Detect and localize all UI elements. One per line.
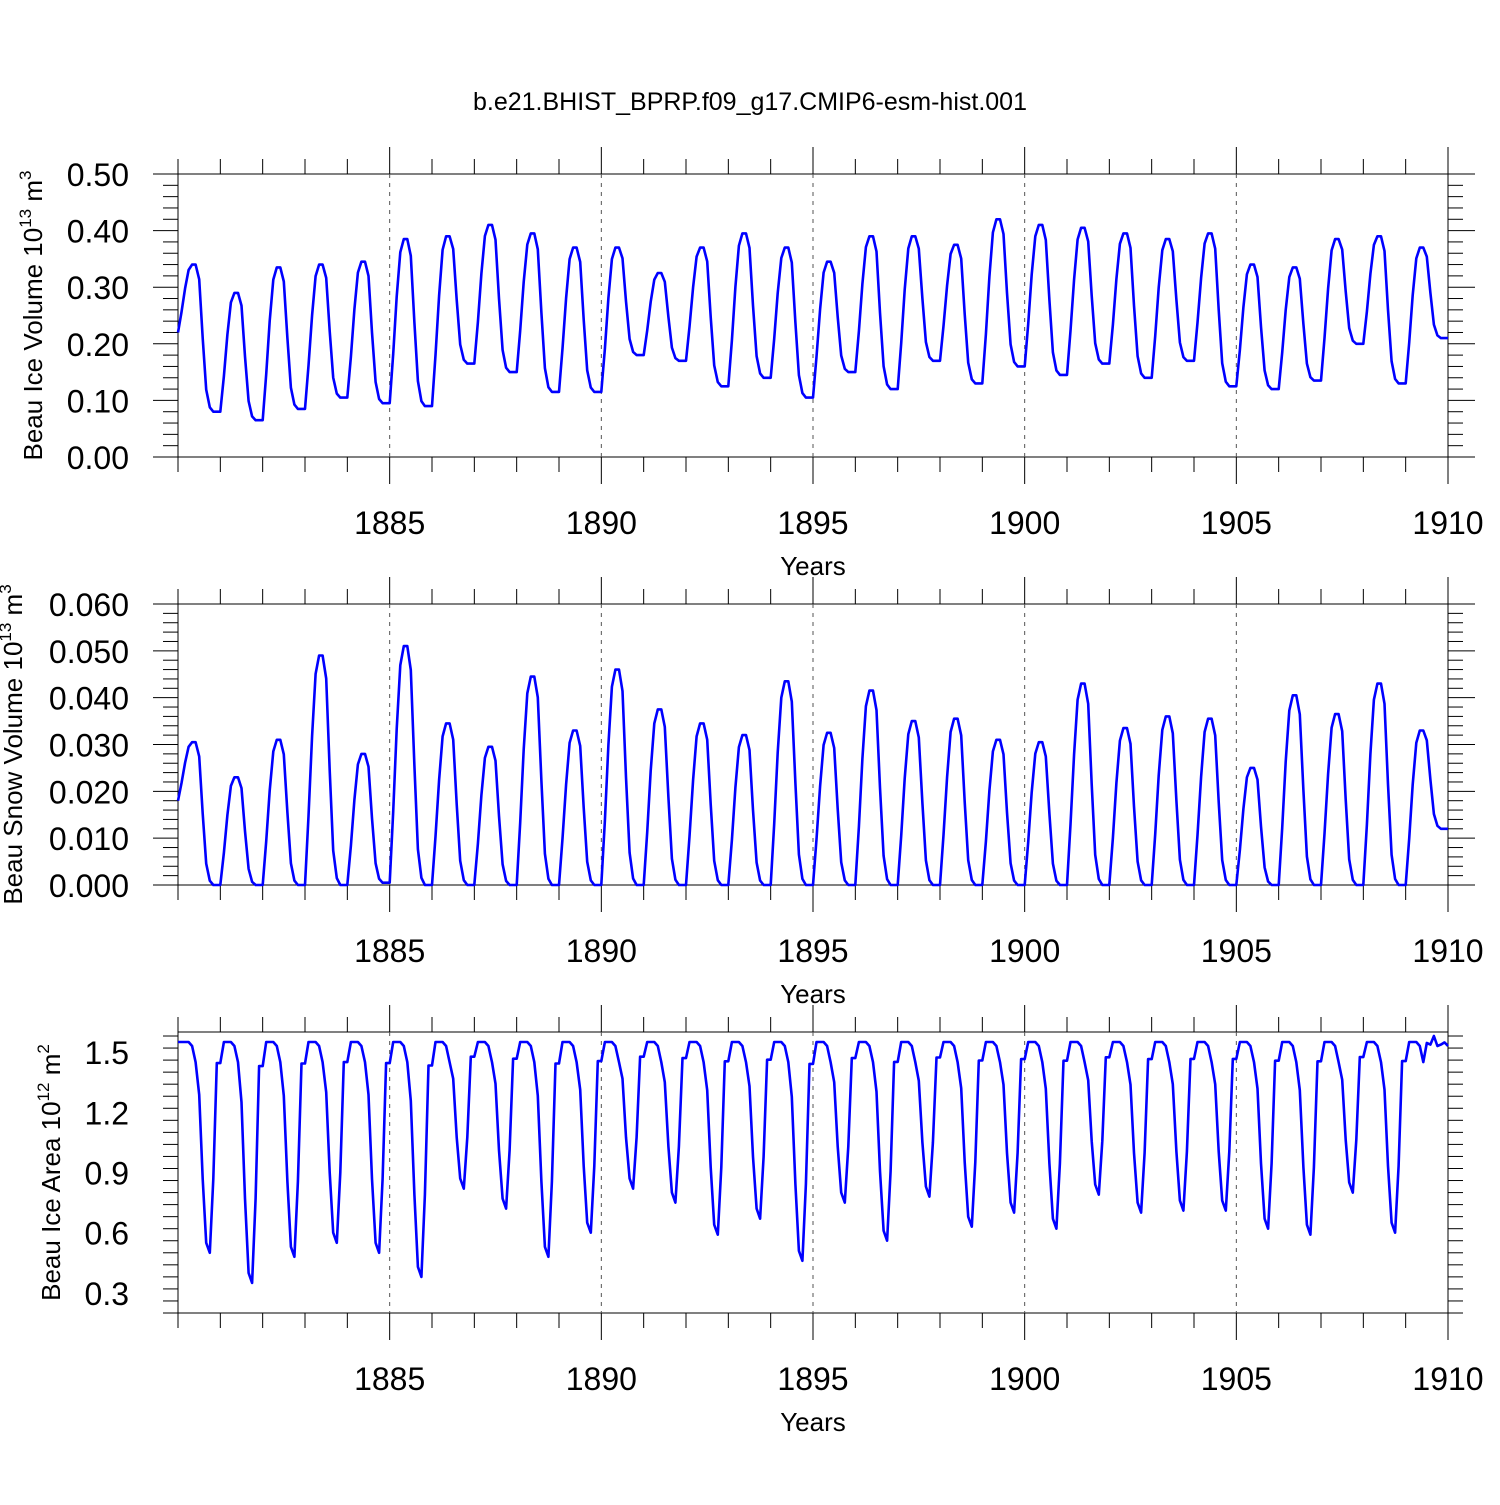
y-axis-label-unit: m	[18, 180, 48, 209]
y-tick-label: 0.50	[67, 157, 129, 193]
y-tick-label: 0.3	[85, 1276, 129, 1312]
y-tick-label: 0.030	[49, 728, 129, 764]
y-tick-label: 0.30	[67, 270, 129, 306]
x-tick-label: 1905	[1201, 1361, 1272, 1397]
x-tick-label: 1910	[1412, 933, 1483, 969]
x-tick-label: 1910	[1412, 505, 1483, 541]
x-axis-label: Years	[780, 979, 846, 1009]
x-axis-label: Years	[780, 551, 846, 581]
chart-panel-3: 0.3 0.6 0.9 1.2 1.5 1885 1890 1895 1900 1905 1910 Y…	[34, 1005, 1484, 1437]
x-axis-label: Years	[780, 1407, 846, 1437]
y-tick-label: 0.20	[67, 327, 129, 363]
x-tick-label: 1885	[354, 1361, 425, 1397]
y-axis-label: Beau Ice Area 1012 m2	[34, 1044, 66, 1301]
y-tick-label: 0.6	[85, 1216, 129, 1252]
y-axis-label-unit-exponent: 3	[16, 171, 35, 180]
x-tick-label: 1890	[566, 933, 637, 969]
y-tick-label: 0.10	[67, 383, 129, 419]
chart-title: b.e21.BHIST_BPRP.f09_g17.CMIP6-esm-hist.…	[473, 88, 1027, 116]
data-series-line	[178, 1034, 1449, 1285]
x-tick-label: 1900	[989, 505, 1060, 541]
y-axis-label-text: Beau Ice Volume 10	[18, 228, 48, 461]
x-tick-label: 1910	[1412, 1361, 1483, 1397]
y-tick-label: 0.000	[49, 868, 129, 904]
y-axis-label-unit: m	[36, 1054, 66, 1083]
data-series-line	[176, 644, 1448, 887]
y-tick-label: 0.00	[67, 440, 129, 476]
x-tick-label: 1895	[777, 505, 848, 541]
plot-frame	[177, 173, 1449, 458]
y-tick-label: 0.040	[49, 681, 129, 717]
y-axis-label-exponent: 13	[16, 209, 35, 228]
y-tick-label: 0.050	[49, 634, 129, 670]
x-tick-label: 1905	[1201, 505, 1272, 541]
chart-panel-1: 0.00 0.10 0.20 0.30 0.40 0.50 1885 1890 1895 1900…	[16, 147, 1484, 581]
y-tick-label: 0.010	[49, 821, 129, 857]
plot-frame	[177, 603, 1449, 886]
y-axis-label-text: Beau Snow Volume 10	[0, 642, 28, 905]
y-axis-label-unit-exponent: 3	[0, 584, 15, 593]
y-axis-label-text: Beau Ice Area 10	[36, 1101, 66, 1300]
y-axis-label-unit-exponent: 2	[34, 1044, 53, 1053]
x-tick-label: 1900	[989, 933, 1060, 969]
y-tick-label: 1.5	[85, 1035, 129, 1071]
x-tick-label: 1885	[354, 933, 425, 969]
y-tick-label: 1.2	[85, 1095, 129, 1131]
x-tick-label: 1905	[1201, 933, 1272, 969]
x-tick-label: 1890	[566, 505, 637, 541]
y-tick-label: 0.40	[67, 214, 129, 250]
y-axis-label: Beau Ice Volume 1013 m3	[16, 171, 48, 461]
y-axis-label-exponent: 12	[34, 1082, 53, 1101]
chart-panel-2: 0.000 0.010 0.020 0.030 0.040 0.050 0.060 1885 1…	[0, 577, 1484, 1009]
y-axis-label-unit: m	[0, 594, 28, 623]
y-axis-label: Beau Snow Volume 1013 m3	[0, 584, 28, 904]
y-tick-label: 0.020	[49, 774, 129, 810]
x-tick-label: 1890	[566, 1361, 637, 1397]
data-series-line	[176, 218, 1448, 422]
x-tick-label: 1895	[777, 1361, 848, 1397]
x-tick-label: 1895	[777, 933, 848, 969]
y-tick-label: 0.9	[85, 1156, 129, 1192]
y-tick-label: 0.060	[49, 587, 129, 623]
x-tick-label: 1900	[989, 1361, 1060, 1397]
plot-frame	[177, 1031, 1449, 1314]
y-axis-label-exponent: 13	[0, 623, 15, 642]
x-tick-label: 1885	[354, 505, 425, 541]
